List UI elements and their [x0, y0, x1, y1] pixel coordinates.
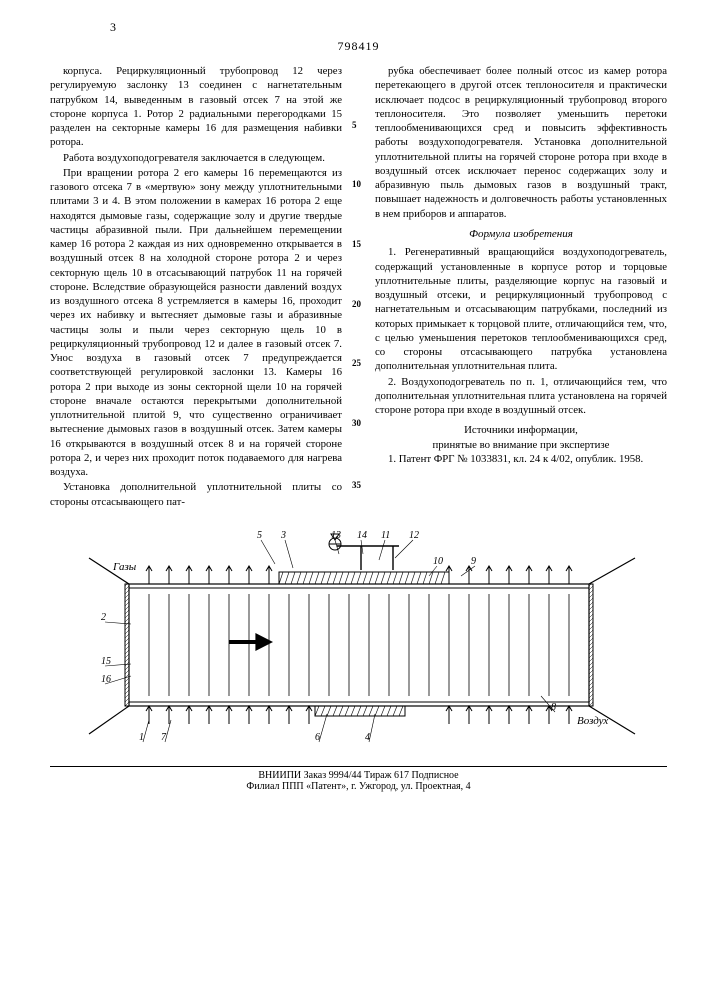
svg-text:10: 10 — [433, 556, 443, 567]
line-number-mark: 10 — [352, 179, 361, 191]
text-columns: корпуса. Рециркуляционный трубопровод 12… — [50, 64, 667, 510]
column-gutter: 5101520253035 — [358, 64, 359, 510]
sources-heading: Источники информации,принятые во внимани… — [375, 423, 667, 452]
page-number-row: 3 4 — [50, 20, 667, 35]
page-number-right: 4 — [419, 20, 707, 35]
page-number-left: 3 — [50, 20, 419, 35]
line-number-mark: 30 — [352, 418, 361, 430]
body-paragraph: Работа воздухоподогревателя заключается … — [50, 151, 342, 165]
svg-text:1: 1 — [139, 732, 144, 743]
svg-text:9: 9 — [471, 556, 476, 567]
svg-text:11: 11 — [381, 530, 390, 541]
body-paragraph: корпуса. Рециркуляционный трубопровод 12… — [50, 64, 342, 150]
formula-heading: Формула изобретения — [375, 227, 667, 242]
figure-svg: ГазыВоздух53131412111092151617648 — [79, 524, 639, 754]
line-number-mark: 35 — [352, 480, 361, 492]
line-number-mark: 15 — [352, 239, 361, 251]
svg-text:3: 3 — [280, 530, 286, 541]
svg-text:14: 14 — [357, 530, 367, 541]
body-paragraph: Установка дополнительной уплотнительной … — [50, 480, 342, 509]
svg-text:8: 8 — [551, 702, 556, 713]
technical-figure: ГазыВоздух53131412111092151617648 — [79, 524, 639, 754]
svg-text:Газы: Газы — [112, 561, 137, 573]
source-paragraph: 1. Патент ФРГ № 1033831, кл. 24 к 4/02, … — [375, 452, 667, 466]
footer-line-2: Филиал ППП «Патент», г. Ужгород, ул. Про… — [50, 781, 667, 792]
line-number-mark: 5 — [352, 120, 357, 132]
line-number-mark: 25 — [352, 358, 361, 370]
body-paragraph: При вращении ротора 2 его камеры 16 пере… — [50, 166, 342, 480]
footer-line-1: ВНИИПИ Заказ 9994/44 Тираж 617 Подписное — [50, 766, 667, 781]
svg-text:5: 5 — [257, 530, 262, 541]
svg-text:4: 4 — [365, 732, 370, 743]
svg-text:6: 6 — [315, 732, 320, 743]
left-column: корпуса. Рециркуляционный трубопровод 12… — [50, 64, 342, 510]
claim-paragraph: 1. Регенеративный вращающийся воздухопод… — [375, 245, 667, 373]
page: 3 4 798419 корпуса. Рециркуляционный тру… — [0, 0, 707, 1000]
document-number: 798419 — [50, 39, 667, 54]
svg-text:16: 16 — [101, 674, 111, 685]
svg-text:Воздух: Воздух — [577, 715, 608, 727]
line-number-marks: 5101520253035 — [358, 64, 359, 510]
svg-text:2: 2 — [101, 612, 106, 623]
body-paragraph: рубка обеспечивает более полный отсос из… — [375, 64, 667, 221]
line-number-mark: 20 — [352, 299, 361, 311]
claim-paragraph: 2. Воздухоподогреватель по п. 1, отличаю… — [375, 375, 667, 418]
right-column: рубка обеспечивает более полный отсос из… — [375, 64, 667, 510]
svg-text:13: 13 — [331, 530, 341, 541]
svg-text:12: 12 — [409, 530, 419, 541]
svg-text:15: 15 — [101, 656, 111, 667]
